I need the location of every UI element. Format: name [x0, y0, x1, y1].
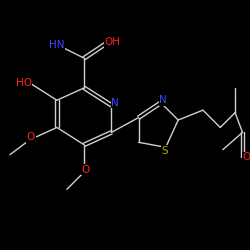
Text: O: O	[242, 152, 250, 162]
Text: N: N	[160, 95, 167, 105]
Text: S: S	[161, 146, 168, 156]
Text: O: O	[27, 132, 35, 142]
Text: OH: OH	[104, 37, 120, 47]
Text: HO: HO	[16, 78, 32, 88]
Text: O: O	[81, 164, 90, 174]
Text: HN: HN	[49, 40, 65, 50]
Text: N: N	[111, 98, 119, 108]
